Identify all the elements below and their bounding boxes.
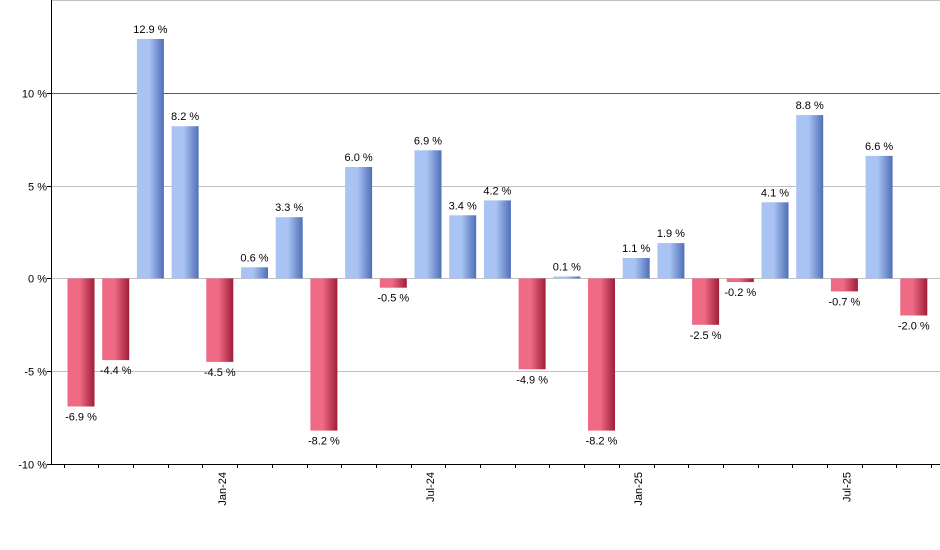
bar [900, 278, 928, 316]
y-tick-label: -5 % [24, 367, 47, 379]
bar [379, 278, 407, 288]
data-label: 3.4 % [449, 200, 477, 212]
data-label: -8.2 % [308, 436, 340, 448]
axes: -10 % -5 % 0 % 5 % 10 % Jan-24 Jul-24 Jan-25 Jul… [18, 0, 940, 506]
data-label: 0.6 % [240, 252, 268, 264]
data-label: 8.2 % [171, 111, 199, 123]
bar [761, 202, 789, 279]
bar [136, 39, 164, 279]
data-label: 4.1 % [761, 187, 789, 199]
bar [275, 217, 303, 279]
bars [67, 39, 928, 431]
data-label: -0.7 % [829, 296, 861, 308]
data-label: -4.5 % [204, 367, 236, 379]
bar [206, 278, 234, 362]
data-label: 1.1 % [622, 243, 650, 255]
bar [241, 267, 268, 279]
bar [588, 278, 615, 431]
bar [657, 243, 685, 279]
y-tick-label: -10 % [18, 460, 47, 472]
bar [67, 278, 95, 407]
data-label: 6.6 % [865, 141, 893, 153]
data-label: -2.0 % [898, 321, 930, 333]
bar [726, 278, 754, 283]
data-label: -0.2 % [724, 287, 756, 299]
bar [345, 167, 373, 279]
data-label: -8.2 % [586, 436, 618, 448]
y-tick-label: 0 % [28, 274, 47, 286]
bar [414, 150, 442, 279]
x-tick-label: Jul-25 [841, 472, 853, 502]
bar [102, 278, 130, 361]
bar [171, 126, 199, 279]
x-tick-label: Jul-24 [425, 472, 437, 502]
data-label: -4.4 % [100, 365, 132, 377]
bar [692, 278, 720, 325]
bar [310, 278, 338, 431]
data-label: 12.9 % [133, 24, 167, 36]
data-label: 0.1 % [553, 262, 581, 274]
y-tick-label: 5 % [28, 182, 47, 194]
data-labels: -6.9 % -4.4 % 12.9 % 8.2 % -4.5 % 0.6 % 3.3 % -… [65, 24, 930, 448]
bar [865, 155, 893, 279]
data-label: 6.0 % [345, 152, 373, 164]
data-label: -4.9 % [516, 374, 548, 386]
data-label: -0.5 % [377, 293, 409, 305]
bar [796, 115, 824, 279]
data-label: 3.3 % [275, 202, 303, 214]
bar [518, 278, 546, 370]
data-label: 6.9 % [414, 135, 442, 147]
y-tick-label: 10 % [22, 89, 47, 101]
data-label: 1.9 % [657, 228, 685, 240]
bar [553, 276, 581, 279]
x-tick-label: Jan-24 [217, 472, 229, 506]
data-label: -2.5 % [690, 330, 722, 342]
bar [830, 278, 858, 292]
bar [622, 258, 650, 279]
bar [483, 200, 511, 279]
bar [449, 215, 477, 279]
x-tick-label: Jan-25 [633, 472, 645, 506]
data-label: -6.9 % [65, 412, 97, 424]
data-label: 8.8 % [796, 100, 824, 112]
data-label: 4.2 % [483, 185, 511, 197]
